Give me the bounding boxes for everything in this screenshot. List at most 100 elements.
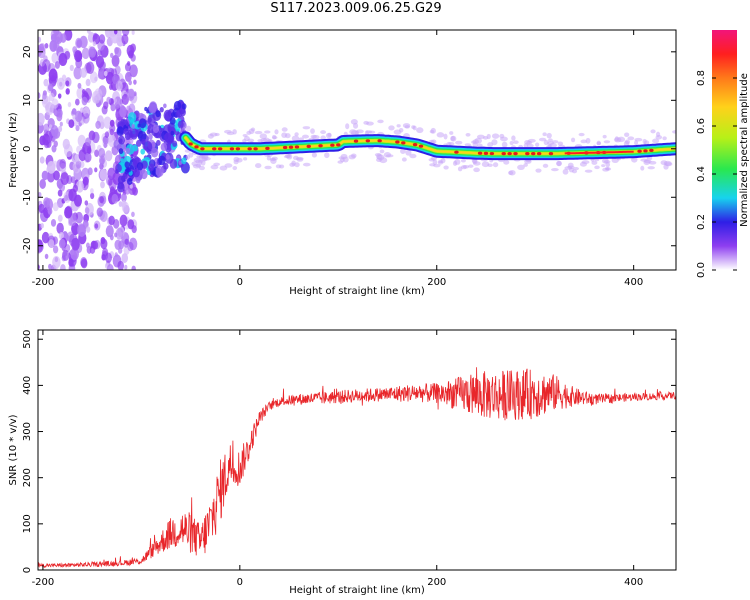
heatmap-transition-blob [138,112,144,120]
heatmap-halo-blob [476,134,485,140]
spectrogram-y-tick-label: -10 [22,189,33,205]
heatmap-halo-blob [327,132,332,138]
heatmap-ridge-peak [288,145,294,149]
heatmap-noise-blob [74,110,83,123]
heatmap-noise-blob [90,188,94,194]
heatmap-noise-blob [48,68,58,82]
heatmap-ridge-peak [507,152,512,156]
heatmap-noise-blob [131,265,136,270]
heatmap-noise-blob [38,46,46,59]
heatmap-halo-blob [254,130,263,135]
heatmap-ridge-max-segment [564,150,634,155]
heatmap-noise-blob [50,125,59,137]
heatmap-transition-blob [116,126,124,136]
heatmap-ridge-peak [235,147,241,151]
heatmap-noise-blob [105,225,114,238]
heatmap-halo-blob [443,165,449,170]
heatmap-halo-blob [473,167,480,173]
heatmap-noise-blob [114,252,118,258]
heatmap-halo-blob [443,133,448,140]
heatmap-noise-blob [86,30,91,34]
heatmap-noise-blob [128,79,132,86]
heatmap-halo-blob [430,139,437,145]
heatmap-noise-blob [57,214,63,222]
heatmap-halo-blob [271,134,277,140]
heatmap-transition-blob [135,177,141,184]
heatmap-halo-blob [388,125,395,131]
heatmap-ridge-peak [649,148,654,152]
heatmap-noise-blob [86,61,95,75]
heatmap-halo-blob [377,119,384,124]
heatmap-noise-blob [59,121,63,127]
heatmap-transition-blob [127,112,137,123]
heatmap-halo-blob [491,139,498,146]
heatmap-noise-blob [84,207,90,215]
heatmap-transition-blob [155,165,164,177]
heatmap-halo-blob [296,157,304,162]
heatmap-halo-blob [289,162,296,167]
spectrogram-x-tick-label: 0 [237,277,243,288]
heatmap-halo-blob [535,142,540,147]
heatmap-halo-blob [482,135,489,140]
heatmap-transition-blob [169,117,176,125]
heatmap-transition-blob [156,139,161,146]
heatmap-noise-blob [50,33,57,43]
heatmap-ridge-peak [353,139,359,143]
heatmap-ridge-peak [531,152,536,156]
heatmap-noise-blob [65,80,70,87]
heatmap-halo-blob [643,159,652,164]
heatmap-transition-blob [130,154,134,159]
heatmap-noise-blob [105,150,113,162]
snr-x-tick-label: -200 [32,577,55,588]
heatmap-halo-blob [324,152,330,159]
snr-x-tick-label: 400 [624,577,643,588]
heatmap-noise-blob [100,236,106,245]
heatmap-noise-blob [103,70,108,77]
heatmap-ridge-peak [194,145,199,149]
heatmap-noise-blob [118,201,123,207]
heatmap-transition-blob [172,140,178,147]
heatmap-ridge-peak [418,144,424,148]
heatmap-noise-blob [52,245,59,254]
heatmap-halo-blob [647,166,655,170]
heatmap-transition-blob [155,110,161,118]
heatmap-noise-blob [94,223,99,229]
heatmap-noise-blob [125,188,130,195]
heatmap-noise-blob [75,98,80,106]
heatmap-noise-blob [57,125,63,133]
heatmap-halo-blob [264,130,271,134]
heatmap-halo-blob [232,166,238,171]
snr-y-tick-label: 300 [22,422,33,441]
heatmap-noise-blob [57,93,62,99]
heatmap-noise-blob [66,235,71,241]
heatmap-noise-blob [129,183,133,189]
heatmap-halo-blob [562,168,569,175]
heatmap-noise-blob [48,263,52,270]
snr-y-tick-label: 0 [22,567,33,573]
heatmap-noise-blob [67,101,72,108]
heatmap-transition-blob [143,141,153,153]
heatmap-halo-blob [213,162,221,166]
heatmap-noise-blob [85,137,92,147]
heatmap-halo-blob [640,165,645,171]
heatmap-halo-blob [294,132,299,137]
heatmap-noise-blob [79,35,88,49]
heatmap-halo-blob [535,168,542,173]
heatmap-noise-blob [57,77,66,90]
heatmap-halo-blob [301,134,310,139]
heatmap-transition-blob [144,106,148,112]
heatmap-halo-blob [650,129,656,134]
heatmap-halo-blob [523,163,528,167]
heatmap-transition-blob [126,177,133,186]
heatmap-halo-blob [185,154,191,160]
heatmap-noise-blob [56,108,63,118]
heatmap-transition-blob [170,130,175,136]
heatmap-ridge-peak [365,139,371,143]
heatmap-halo-blob [492,162,499,168]
heatmap-halo-blob [501,141,508,148]
heatmap-halo-blob [508,170,514,175]
heatmap-ridge-peak [525,152,530,156]
spectrogram-x-ticks: -200 0 200 400 [32,30,643,288]
heatmap-halo-blob [201,159,206,166]
